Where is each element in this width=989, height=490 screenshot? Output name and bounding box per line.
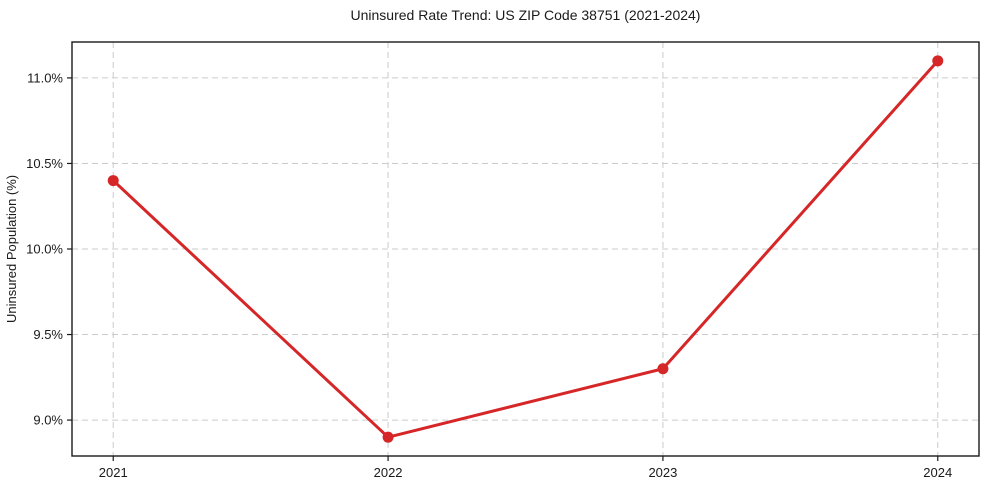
data-point <box>107 175 119 187</box>
data-point <box>932 55 944 67</box>
data-point <box>382 431 394 443</box>
x-tick-label: 2023 <box>648 465 677 480</box>
y-tick-label: 11.0% <box>27 70 63 85</box>
trend-line <box>111 59 940 439</box>
chart-title: Uninsured Rate Trend: US ZIP Code 38751 … <box>350 7 701 23</box>
y-tick-label: 9.0% <box>33 413 63 428</box>
y-tick-label: 10.0% <box>26 242 63 257</box>
x-tick-label: 2021 <box>99 465 128 480</box>
x-tick-label: 2024 <box>923 465 952 480</box>
y-tick-label: 9.5% <box>33 327 63 342</box>
x-tick-label: 2022 <box>374 465 403 480</box>
y-tick-label: 10.5% <box>26 156 63 171</box>
data-point <box>657 363 669 375</box>
